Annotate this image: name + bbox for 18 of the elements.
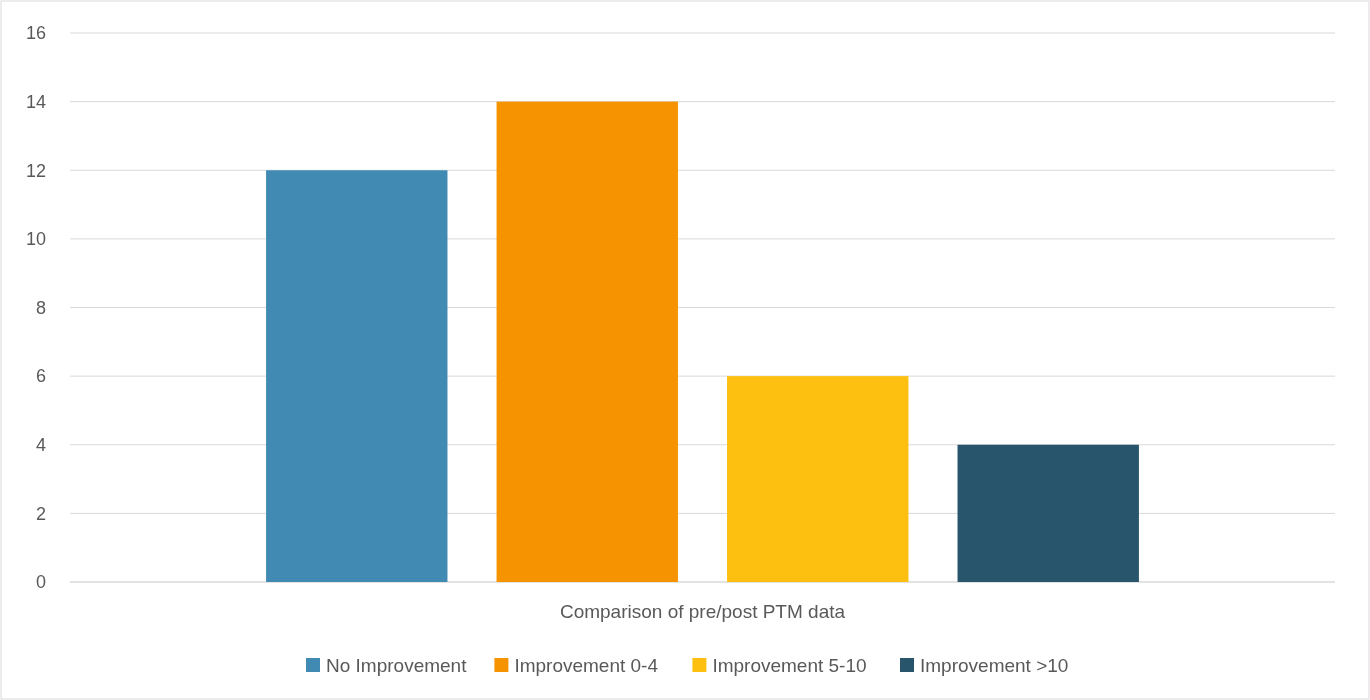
y-tick-label: 2 <box>35 503 46 524</box>
y-tick-label: 12 <box>25 160 46 181</box>
bar <box>496 101 678 582</box>
legend-label: No Improvement <box>326 654 468 676</box>
y-tick-label: 14 <box>25 91 46 112</box>
bar <box>266 170 448 582</box>
bar <box>957 444 1139 582</box>
legend-label: Improvement >10 <box>920 654 1069 676</box>
y-tick-label: 16 <box>25 23 46 44</box>
bar <box>727 376 909 582</box>
y-tick-label: 0 <box>35 572 46 593</box>
y-tick-label: 8 <box>35 297 46 318</box>
x-tick-label: Comparison of pre/post PTM data <box>559 601 846 622</box>
y-tick-label: 4 <box>35 435 46 456</box>
y-tick-label: 10 <box>25 229 46 250</box>
legend-label: Improvement 5-10 <box>712 654 867 676</box>
legend-label: Improvement 0-4 <box>514 654 659 676</box>
y-tick-label: 6 <box>35 366 46 387</box>
